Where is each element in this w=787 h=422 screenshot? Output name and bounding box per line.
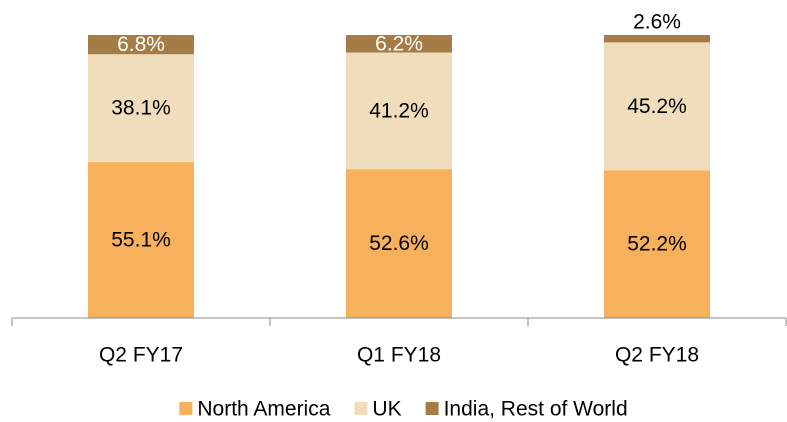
bar-segment: [346, 35, 452, 53]
data-label: 38.1%: [111, 97, 171, 120]
x-tick-label: Q1 FY18: [357, 344, 441, 367]
data-label: 6.2%: [375, 32, 423, 55]
x-tick-label: Q2 FY17: [99, 344, 183, 367]
bar-segment: [604, 42, 710, 171]
data-label: 45.2%: [627, 95, 687, 118]
bar-segment: [88, 35, 194, 55]
legend-label: North America: [197, 398, 330, 421]
data-label: 52.6%: [369, 232, 429, 255]
data-label: 2.6%: [633, 11, 681, 34]
bar-segment: [88, 162, 194, 318]
data-label: 52.2%: [627, 233, 687, 256]
bar-segment: [88, 54, 194, 163]
legend-label: India, Rest of World: [444, 398, 628, 421]
bar-segment: [346, 52, 452, 170]
bar-segment: [604, 35, 710, 43]
data-label: 41.2%: [369, 99, 429, 122]
bar-segment: [604, 170, 710, 318]
legend-swatch: [425, 402, 439, 415]
x-tick-label: Q2 FY18: [615, 344, 699, 367]
legend-swatch: [354, 402, 368, 415]
data-label: 55.1%: [111, 229, 171, 252]
legend-label: UK: [372, 398, 401, 421]
legend-swatch: [179, 402, 193, 415]
data-label: 6.8%: [117, 33, 165, 56]
bar-segment: [346, 169, 452, 318]
